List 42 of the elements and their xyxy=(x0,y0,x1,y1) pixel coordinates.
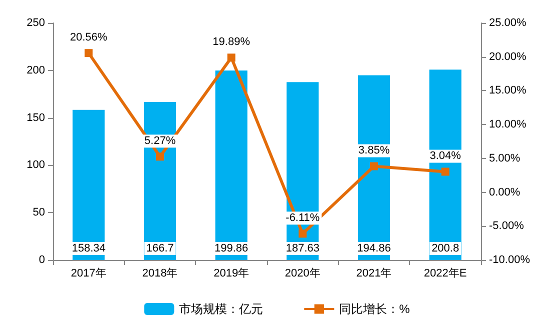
point xyxy=(156,152,164,161)
data-label: 20.56% xyxy=(70,32,108,44)
bar xyxy=(215,70,248,260)
y2-tick-label: 5.00% xyxy=(489,152,520,164)
y-tick-label: 200 xyxy=(26,64,45,76)
y2-tick-label: 15.00% xyxy=(489,84,527,97)
data-label: 19.89% xyxy=(212,36,250,48)
y2-tick-label: -10.00% xyxy=(489,254,530,266)
data-label: 3.04% xyxy=(430,150,462,162)
y2-tick-label: -5.00% xyxy=(489,220,524,232)
y-tick-label: 250 xyxy=(26,17,45,29)
y2-tick-label: 10.00% xyxy=(489,118,527,131)
data-label: 3.85% xyxy=(358,144,390,157)
y-tick-label: 50 xyxy=(32,206,45,219)
point xyxy=(84,49,93,58)
data-label: 199.86 xyxy=(214,242,248,254)
x-tick-label: 2022年E xyxy=(424,268,467,280)
data-label: 187.63 xyxy=(286,242,320,254)
x-tick-label: 2017年 xyxy=(70,268,106,280)
x-tick-label: 2020年 xyxy=(284,268,320,280)
x-tick-label: 2019年 xyxy=(214,268,250,280)
y2-tick-label: 20.00% xyxy=(489,50,527,63)
legend-label: 市场规模：亿元 xyxy=(179,302,264,316)
y-tick-label: 100 xyxy=(26,159,45,172)
y-tick-label: 150 xyxy=(26,112,45,124)
x-tick-label: 2021年 xyxy=(356,268,392,280)
point xyxy=(227,54,236,62)
y2-tick-label: 0.00% xyxy=(489,186,520,198)
data-label: 158.34 xyxy=(72,242,106,254)
bar xyxy=(72,110,105,260)
x-tick-label: 2018年 xyxy=(142,268,178,280)
data-label: -6.11% xyxy=(286,212,320,224)
y-tick-label: 0 xyxy=(38,254,45,266)
data-label: 200.8 xyxy=(432,242,460,254)
data-label: 5.27% xyxy=(144,135,176,148)
data-label: 194.86 xyxy=(357,242,391,254)
point xyxy=(441,168,450,176)
data-label: 166.7 xyxy=(146,242,174,254)
y2-tick-label: 25.00% xyxy=(489,17,527,29)
point xyxy=(298,230,307,238)
point xyxy=(370,162,378,170)
legend-label: 同比增长：% xyxy=(339,302,410,316)
